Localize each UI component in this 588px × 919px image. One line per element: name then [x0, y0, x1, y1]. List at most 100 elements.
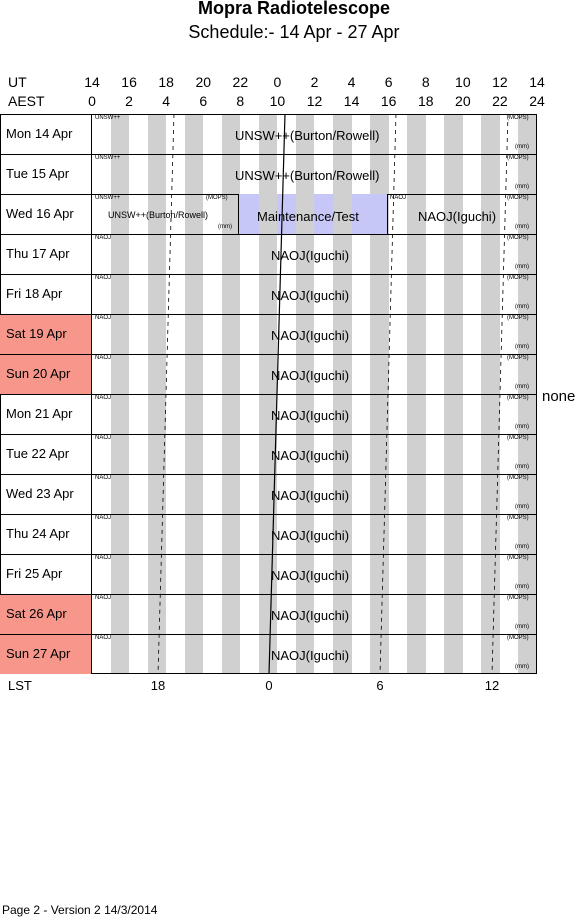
mops-label: (MOPS) — [206, 195, 228, 201]
aest-tick: 22 — [492, 93, 508, 109]
lst-tick: 12 — [484, 678, 500, 693]
mops-label: (MOPS) — [507, 635, 529, 641]
day-label: Fri 18 Apr — [0, 274, 92, 314]
project-tag: NAOJ — [390, 195, 407, 201]
project-tag: UNSW++ — [95, 195, 121, 201]
mm-label: (mm) — [218, 224, 232, 230]
project-label: NAOJ(Iguchi) — [271, 568, 350, 583]
project-label: NAOJ(Iguchi) — [271, 248, 350, 263]
ut-axis-label: UT — [8, 74, 27, 90]
day-label: Wed 16 Apr — [0, 194, 92, 234]
mm-label: (mm) — [515, 144, 529, 150]
day-label: Sun 27 Apr — [0, 634, 92, 674]
ut-tick: 4 — [347, 74, 356, 90]
ut-tick: 8 — [421, 74, 430, 90]
project-label: NAOJ(Iguchi) — [271, 368, 350, 383]
mm-label: (mm) — [515, 664, 529, 670]
project-label: NAOJ(Iguchi) — [271, 488, 350, 503]
right-project-label: NAOJ(Iguchi) — [418, 209, 497, 224]
aest-tick: 14 — [343, 93, 360, 109]
project-tag: NAOJ — [95, 595, 112, 601]
ut-tick: 22 — [232, 74, 249, 90]
lst-line — [491, 113, 509, 675]
mops-label: (MOPS) — [507, 195, 529, 201]
block-divider — [387, 194, 388, 234]
mops-label: (MOPS) — [507, 115, 529, 121]
mops-label: (MOPS) — [507, 275, 529, 281]
row-divider — [0, 434, 537, 474]
mm-label: (mm) — [515, 224, 529, 230]
project-label: NAOJ(Iguchi) — [271, 328, 350, 343]
ut-tick: 16 — [121, 74, 137, 90]
ut-tick: 10 — [455, 74, 471, 90]
project-tag: NAOJ — [95, 635, 112, 641]
mops-label: (MOPS) — [507, 235, 529, 241]
page-title: Mopra Radiotelescope — [197, 0, 391, 18]
aest-tick: 0 — [88, 93, 96, 109]
left-project-label: UNSW++(Burton/Rowell) — [108, 210, 209, 220]
ut-tick: 2 — [310, 74, 319, 90]
ut-tick: 0 — [273, 74, 282, 90]
lst-tick: 6 — [376, 678, 384, 693]
project-label: NAOJ(Iguchi) — [271, 288, 350, 303]
row-divider — [0, 314, 537, 354]
ut-tick: 6 — [384, 74, 393, 90]
mops-label: (MOPS) — [507, 435, 529, 441]
project-label: UNSW++(Burton/Rowell) — [235, 128, 380, 143]
project-tag: NAOJ — [95, 395, 112, 401]
aest-tick: 6 — [199, 93, 208, 109]
aest-tick: 4 — [162, 93, 171, 109]
row-divider — [0, 234, 537, 274]
day-label: Thu 17 Apr — [0, 234, 92, 274]
mm-label: (mm) — [515, 304, 529, 310]
mops-label: (MOPS) — [507, 515, 529, 521]
mm-label: (mm) — [515, 424, 529, 430]
project-tag: NAOJ — [95, 555, 112, 561]
lst-axis-label: LST — [8, 678, 32, 693]
aest-tick: 2 — [125, 93, 133, 109]
hour-stripe — [295, 194, 315, 234]
day-label: Fri 25 Apr — [0, 554, 92, 594]
mops-label: (MOPS) — [507, 555, 529, 561]
mm-label: (mm) — [515, 504, 529, 510]
mm-label: (mm) — [515, 624, 529, 630]
mm-label: (mm) — [515, 264, 529, 270]
hour-stripe — [333, 194, 352, 234]
project-tag: NAOJ — [95, 355, 112, 361]
project-tag: NAOJ — [95, 235, 112, 241]
mops-label: (MOPS) — [507, 315, 529, 321]
day-label: Wed 23 Apr — [0, 474, 92, 514]
row-divider — [0, 514, 537, 554]
mops-label: (MOPS) — [507, 595, 529, 601]
aest-tick: 12 — [306, 93, 323, 109]
project-tag: NAOJ — [95, 435, 112, 441]
lst-line — [379, 113, 397, 675]
day-label: Mon 21 Apr — [0, 394, 92, 434]
mm-label: (mm) — [515, 464, 529, 470]
aest-tick: 20 — [455, 93, 471, 109]
mm-label: (mm) — [515, 544, 529, 550]
project-tag: NAOJ — [95, 315, 112, 321]
aest-tick: 18 — [417, 93, 434, 109]
row-divider — [0, 594, 537, 634]
project-label: NAOJ(Iguchi) — [271, 608, 350, 623]
lst-tick: 0 — [265, 678, 273, 693]
aest-tick: 10 — [269, 93, 286, 109]
mops-label: (MOPS) — [507, 355, 529, 361]
ut-tick: 14 — [84, 74, 100, 90]
project-tag: UNSW++ — [95, 155, 121, 161]
project-label: NAOJ(Iguchi) — [271, 528, 350, 543]
project-label: NAOJ(Iguchi) — [271, 648, 350, 663]
mm-label: (mm) — [515, 184, 529, 190]
row-divider — [0, 154, 537, 194]
block-divider — [238, 194, 239, 234]
day-label: Thu 24 Apr — [0, 514, 92, 554]
footer-version: Page 2 - Version 2 14/3/2014 — [2, 903, 158, 917]
day-label: Mon 14 Apr — [0, 114, 92, 154]
lst-line — [157, 113, 175, 675]
row-divider — [0, 394, 537, 434]
ut-tick: 12 — [492, 74, 508, 90]
project-label: NAOJ(Iguchi) — [271, 448, 350, 463]
lst-line — [268, 113, 286, 675]
